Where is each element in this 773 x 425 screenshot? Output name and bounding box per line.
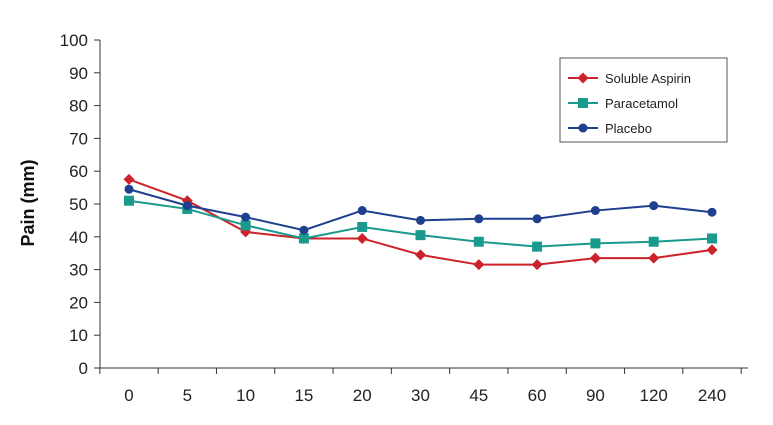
data-point-paracetamol [648,236,659,247]
data-point-paracetamol [240,220,251,231]
legend-marker [578,98,588,108]
data-point-paracetamol [532,241,543,252]
x-tick-label: 10 [236,386,255,405]
data-point-paracetamol [298,233,309,244]
x-tick-label: 60 [528,386,547,405]
data-point-paracetamol [415,230,426,241]
data-point-placebo [182,201,192,211]
data-point-soluble-aspirin [589,252,601,264]
data-point-soluble-aspirin [648,252,660,264]
data-point-paracetamol [124,195,134,206]
legend-item-paracetamol: Paracetamol [568,96,678,111]
x-tick-label: 120 [640,386,668,405]
data-point-placebo [124,184,134,194]
x-tick-label: 30 [411,386,430,405]
y-ticks: 0 10 20 30 40 50 60 70 80 90 100 [60,31,100,378]
data-point-soluble-aspirin [706,244,718,256]
data-point-soluble-aspirin [531,259,543,271]
series-placebo [124,184,717,235]
y-tick-label: 90 [69,64,88,83]
data-point-placebo [241,212,251,222]
data-point-soluble-aspirin [356,232,368,244]
x-tick-label: 0 [124,386,133,405]
data-point-placebo [590,206,600,216]
y-tick-label: 10 [69,326,88,345]
data-point-placebo [532,214,542,224]
data-point-placebo [357,206,367,216]
legend-label: Paracetamol [605,96,678,111]
data-point-soluble-aspirin [415,249,426,261]
x-ticks: 0 5 10 15 20 30 45 60 90 120 240 [99,368,742,405]
data-point-placebo [707,207,717,217]
data-point-soluble-aspirin [123,173,135,185]
series-layer [123,173,718,271]
x-tick-label: 20 [353,386,372,405]
data-point-paracetamol [357,221,368,232]
y-tick-label: 60 [69,162,88,181]
legend-label: Placebo [605,121,652,136]
y-tick-label: 30 [69,261,88,280]
y-axis-title: Pain (mm) [18,159,38,246]
legend-item-placebo: Placebo [568,121,652,136]
legend-label: Soluble Aspirin [605,71,691,86]
x-tick-label: 240 [698,386,726,405]
data-point-soluble-aspirin [473,259,485,271]
data-point-placebo [299,225,309,235]
data-point-paracetamol [707,233,717,244]
y-tick-label: 0 [79,359,88,378]
y-tick-label: 20 [69,293,88,312]
y-tick-label: 40 [69,228,88,247]
data-point-placebo [416,215,425,225]
legend-item-soluble-aspirin: Soluble Aspirin [568,71,691,86]
data-point-placebo [649,201,659,211]
legend: Soluble Aspirin Paracetamol Placebo [559,57,728,143]
y-tick-label: 100 [60,31,88,50]
x-tick-label: 15 [294,386,313,405]
x-tick-label: 5 [183,386,192,405]
legend-marker [578,123,588,133]
data-point-placebo [474,214,484,224]
x-tick-label: 90 [586,386,605,405]
data-point-paracetamol [473,236,484,247]
x-tick-label: 45 [469,386,488,405]
legend-marker [577,72,589,84]
y-tick-label: 50 [69,195,88,214]
y-tick-label: 70 [69,129,88,148]
y-tick-label: 80 [69,97,88,116]
data-point-paracetamol [590,238,601,249]
